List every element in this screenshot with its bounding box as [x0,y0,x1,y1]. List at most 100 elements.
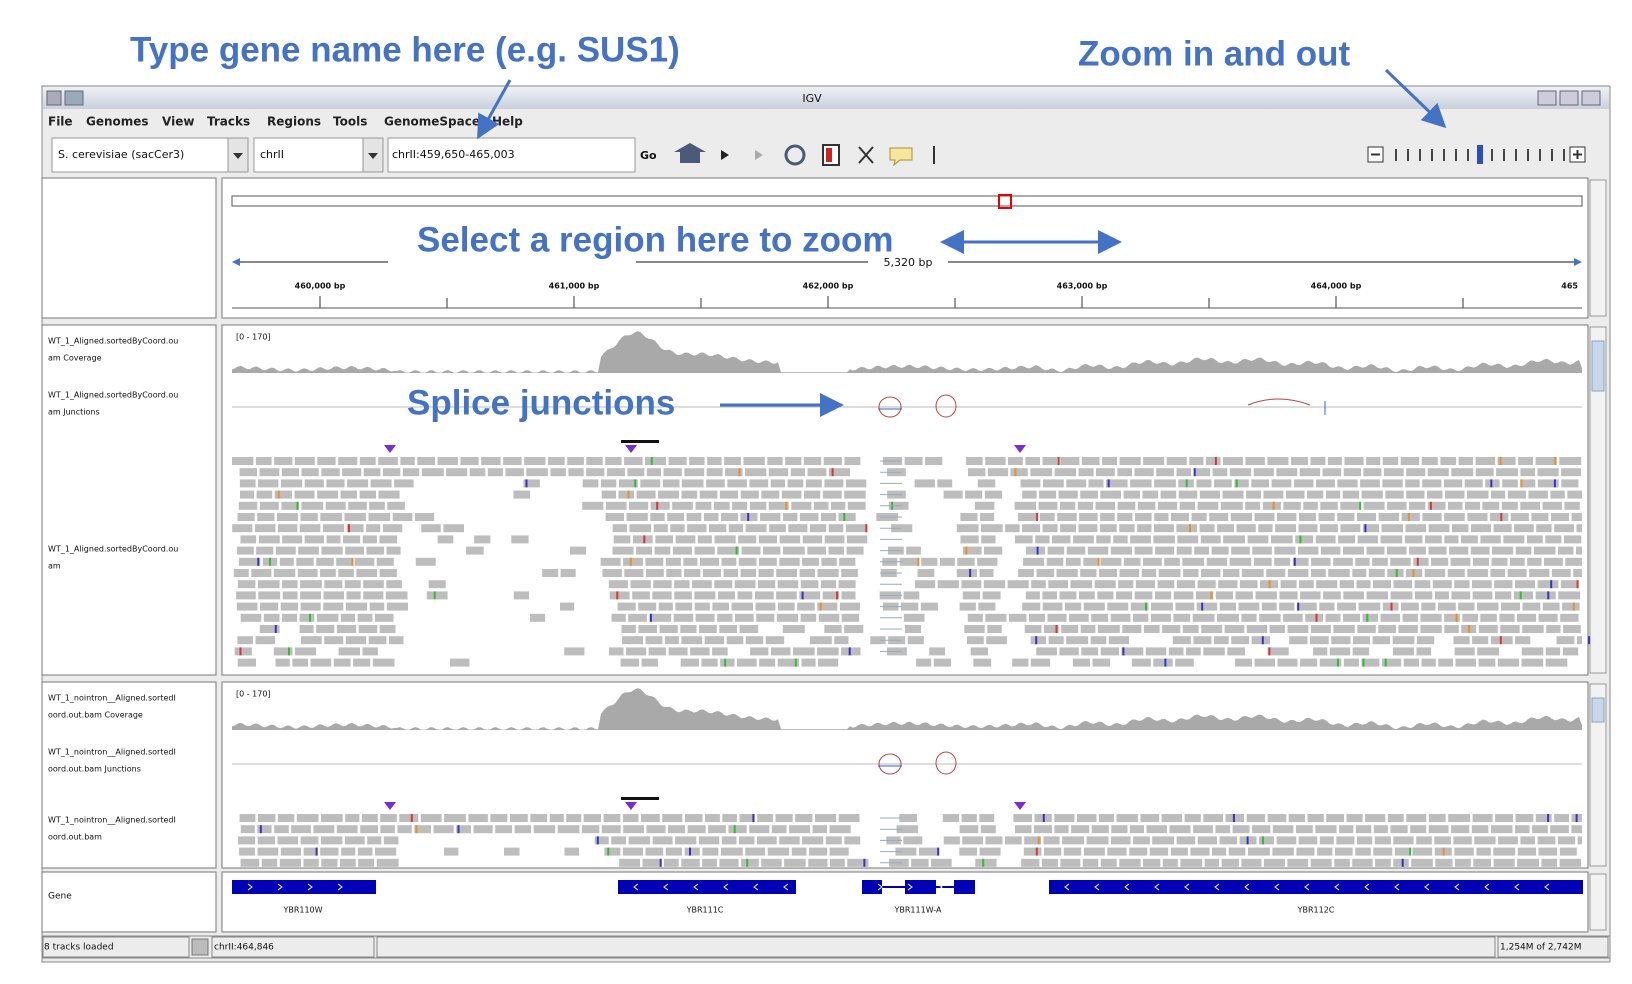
chromosome-dropdown[interactable] [253,137,384,173]
zoom-level[interactable] [1419,149,1421,161]
back-button[interactable] [721,150,729,160]
exon[interactable] [862,880,882,894]
exon[interactable] [232,880,376,894]
read [1131,658,1151,667]
forward-button[interactable] [755,150,763,160]
read [360,825,378,834]
menu-item[interactable]: Genomes [86,115,149,129]
read [1573,569,1582,577]
menu-item[interactable]: GenomeSpace [384,115,480,129]
zoom-level[interactable] [1491,149,1493,161]
exon[interactable] [618,880,796,894]
read [1043,836,1060,845]
zoom-level[interactable] [1455,149,1457,161]
read [1421,457,1438,465]
zoom-level[interactable] [1515,149,1517,161]
read [1058,490,1078,499]
read [668,647,688,656]
zoom-level[interactable] [1395,149,1397,161]
menu-item[interactable]: Tools [333,115,367,129]
home-button[interactable] [674,143,706,163]
read [687,524,707,533]
read [514,825,531,834]
read [1155,546,1175,555]
resize-button[interactable] [858,146,874,164]
read [1474,836,1496,845]
read [1261,602,1277,611]
read [1325,490,1341,499]
zoom-level[interactable] [1407,149,1409,161]
scrollbar[interactable] [1589,326,1607,674]
exon[interactable] [905,880,936,894]
scrollbar[interactable] [1589,873,1607,931]
minimize[interactable] [1537,90,1557,106]
read [362,535,377,544]
window-icon[interactable] [46,90,62,106]
refresh-button[interactable] [784,144,806,166]
read [1326,814,1344,822]
read [1307,814,1324,822]
zoom-level[interactable] [1443,149,1445,161]
maximize[interactable] [1559,90,1579,106]
read [359,490,376,499]
go-button[interactable]: Go [640,149,657,162]
read [1425,535,1442,544]
read [1466,490,1489,499]
read [1057,513,1077,521]
read [379,535,398,544]
mismatch [1235,479,1238,488]
read [301,636,322,645]
scrollbar[interactable] [1589,179,1607,317]
zoom-level[interactable] [1467,149,1469,161]
menu-item[interactable]: Tracks [207,115,250,129]
read [1091,825,1109,834]
insertion-marker [1014,445,1026,453]
read [1170,513,1189,521]
annotation: Zoom in and out [1078,34,1351,73]
scroll-thumb[interactable] [1591,697,1605,723]
zoom-level[interactable] [1477,145,1483,164]
menu-item[interactable]: View [162,115,194,129]
read [530,613,546,622]
read [239,847,255,856]
status-icon [191,938,209,956]
read [1135,513,1152,521]
read [240,825,255,834]
read [273,647,293,656]
zoom-level[interactable] [1527,149,1529,161]
read [1227,647,1245,656]
read [1361,490,1383,499]
read [1454,858,1471,867]
menu-item[interactable]: Regions [267,115,321,129]
scrollbar[interactable] [1589,683,1607,867]
insertion-marker [1014,802,1026,810]
read [1009,613,1027,622]
zoom-level[interactable] [1563,149,1565,161]
data-panel[interactable] [221,324,1589,676]
read [756,613,775,622]
junction [1247,398,1311,406]
menu-item[interactable]: Help [492,115,523,129]
read [1515,814,1534,822]
mismatch [1055,625,1058,633]
chromosome-ideogram[interactable] [231,195,1583,207]
scroll-thumb[interactable] [1591,340,1605,392]
exon[interactable] [954,880,975,894]
coverage [232,331,1582,373]
exon[interactable] [1049,880,1583,894]
genome-dropdown[interactable] [51,137,249,173]
popup-button[interactable] [889,147,913,167]
zoom-level[interactable] [1431,149,1433,161]
locus-input[interactable] [387,137,636,173]
read [980,825,996,834]
read [1313,647,1328,656]
read [1529,569,1550,577]
zoom-level[interactable] [1551,149,1553,161]
zoom-level[interactable] [1539,149,1541,161]
zoom-widget[interactable] [1367,145,1586,164]
read [378,457,398,465]
zoom-level[interactable] [1503,149,1505,161]
menu-item[interactable]: File [48,115,73,129]
close[interactable] [1581,90,1601,106]
read [650,513,665,521]
